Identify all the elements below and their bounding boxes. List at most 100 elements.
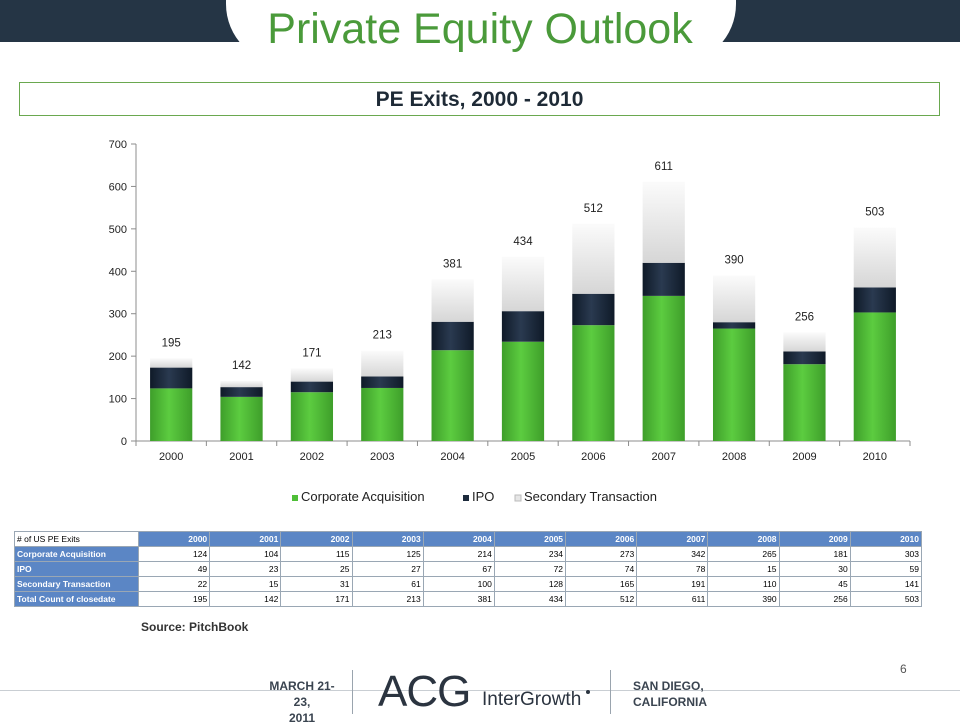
bar-ipo [361, 376, 404, 388]
table-cell: 128 [493, 576, 567, 592]
table-cell: 265 [707, 546, 780, 562]
bar-ipo [783, 351, 826, 365]
table-corner-label: # of US PE Exits [14, 531, 139, 547]
table-cell: 23 [209, 561, 282, 577]
total-data-label: 142 [232, 360, 251, 372]
table-cell: 115 [280, 546, 353, 562]
table-cell: 503 [849, 591, 923, 607]
table-cell: 125 [351, 546, 424, 562]
table-cell: 142 [209, 591, 282, 607]
bar-corporate-acquisition [712, 328, 756, 441]
table-year-header: 2001 [209, 531, 282, 547]
table-cell: 381 [422, 591, 495, 607]
x-tick-label: 2009 [792, 451, 816, 463]
table-row-label: IPO [14, 561, 139, 577]
exits-data-table: # of US PE Exits 2000 2001 2002 2003 2004 200… [14, 531, 923, 607]
table-row: Secondary Transaction 22 15 31 61 100 128 165 19… [14, 576, 923, 592]
source-note: Source: PitchBook [141, 620, 249, 634]
table-cell: 141 [849, 576, 923, 592]
legend-swatch [463, 495, 469, 501]
x-tick-label: 2003 [370, 451, 394, 463]
bar-corporate-acquisition [501, 341, 545, 441]
bar-corporate-acquisition [220, 396, 263, 441]
table-row: Total Count of closedate 195 142 171 213 381 4… [14, 591, 923, 607]
table-cell: 15 [209, 576, 282, 592]
table-cell: 303 [849, 546, 923, 562]
bar-corporate-acquisition [150, 388, 193, 441]
table-cell: 72 [493, 561, 567, 577]
table-cell: 59 [849, 561, 923, 577]
svg-text:ACG: ACG [378, 668, 470, 712]
title-tab [226, 0, 736, 64]
table-cell: 273 [565, 546, 638, 562]
bar-secondary-transaction [290, 368, 334, 382]
x-tick-label: 2006 [581, 451, 605, 463]
total-data-label: 171 [302, 347, 321, 359]
table-cell: 61 [351, 576, 424, 592]
event-dates-line2: 2011 [288, 711, 316, 725]
table-cell: 30 [778, 561, 851, 577]
y-tick-label: 100 [109, 394, 127, 406]
legend-swatch [514, 494, 522, 502]
table-cell: 45 [778, 576, 851, 592]
bar-corporate-acquisition [431, 350, 474, 441]
table-row: Corporate Acquisition 124 104 115 125 214 234 2… [14, 546, 923, 562]
table-cell: 104 [209, 546, 282, 562]
table-year-header: 2000 [137, 531, 211, 547]
bar-secondary-transaction [853, 227, 896, 288]
x-tick-label: 2002 [300, 451, 324, 463]
bar-corporate-acquisition [783, 364, 826, 441]
bar-corporate-acquisition [290, 392, 334, 441]
table-year-header: 2002 [280, 531, 353, 547]
bar-ipo [853, 287, 896, 313]
y-tick-label: 700 [109, 139, 127, 151]
bar-ipo [431, 321, 474, 351]
table-year-header: 2006 [565, 531, 638, 547]
total-data-label: 381 [443, 258, 462, 270]
table-year-header: 2007 [636, 531, 709, 547]
y-tick-label: 200 [109, 351, 127, 363]
total-data-label: 195 [162, 337, 181, 349]
bar-corporate-acquisition [642, 295, 685, 441]
y-tick-label: 400 [109, 266, 127, 278]
total-data-label: 256 [795, 311, 814, 323]
bar-corporate-acquisition [572, 325, 615, 441]
table-cell: 390 [707, 591, 780, 607]
footer: MARCH 21-23, 2011 ACG InterGrowth SAN DI… [0, 662, 960, 725]
bar-ipo [572, 293, 615, 326]
table-year-header: 2003 [351, 531, 424, 547]
table-cell: 256 [778, 591, 851, 607]
total-data-label: 611 [655, 161, 673, 173]
table-cell: 195 [137, 591, 211, 607]
table-cell: 100 [422, 576, 495, 592]
bar-secondary-transaction [783, 332, 826, 352]
table-cell: 15 [707, 561, 780, 577]
y-tick-label: 300 [109, 309, 127, 321]
table-cell: 67 [422, 561, 495, 577]
footer-divider-left [352, 670, 353, 714]
table-cell: 191 [636, 576, 709, 592]
table-cell: 74 [565, 561, 638, 577]
event-location: SAN DIEGO, CALIFORNIA [633, 678, 743, 710]
table-row-label: Corporate Acquisition [14, 546, 139, 562]
page-number: 6 [900, 662, 907, 676]
x-tick-label: 2001 [229, 451, 253, 463]
x-tick-label: 2005 [511, 451, 535, 463]
table-cell: 25 [280, 561, 353, 577]
y-tick-label: 0 [121, 436, 127, 448]
x-tick-label: 2010 [863, 451, 887, 463]
legend-label: Corporate Acquisition [301, 489, 425, 504]
table-cell: 611 [636, 591, 709, 607]
bar-secondary-transaction [361, 350, 404, 377]
event-dates-line1: MARCH 21-23, [269, 679, 335, 709]
pe-exits-chart: 0 100 200 300 400 500 600 700 2000 2001 2002 2003 20… [109, 139, 911, 504]
x-tick-label: 2004 [440, 451, 464, 463]
table-year-header: 2010 [849, 531, 923, 547]
table-row-label: Total Count of closedate [14, 591, 139, 607]
bar-secondary-transaction [501, 256, 545, 312]
table-cell: 342 [636, 546, 709, 562]
table-cell: 22 [137, 576, 211, 592]
table-year-header: 2005 [493, 531, 567, 547]
footer-divider-right [610, 670, 611, 714]
table-cell: 214 [422, 546, 495, 562]
